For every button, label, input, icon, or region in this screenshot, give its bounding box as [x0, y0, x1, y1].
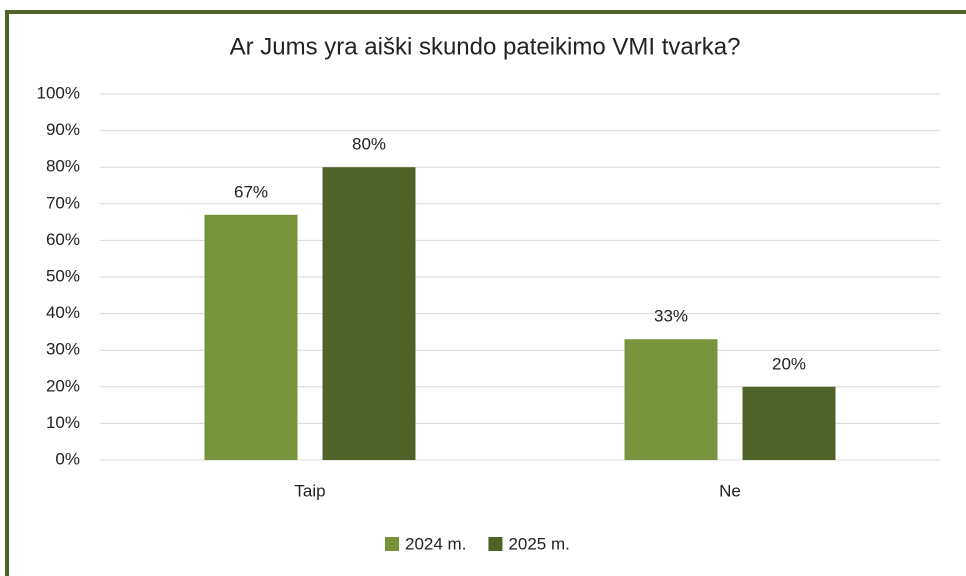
data-label: 67%: [234, 182, 268, 201]
y-tick-label: 60%: [46, 230, 80, 249]
legend-swatch: [385, 537, 399, 551]
y-tick-label: 20%: [46, 376, 80, 395]
legend-label: 2025 m.: [508, 534, 569, 553]
y-tick-label: 0%: [55, 449, 80, 468]
data-label: 20%: [772, 354, 806, 373]
y-tick-label: 70%: [46, 193, 80, 212]
y-tick-label: 100%: [37, 83, 80, 102]
x-tick-label: Ne: [719, 481, 741, 500]
bar: [322, 167, 416, 460]
y-tick-label: 90%: [46, 120, 80, 139]
chart-title: Ar Jums yra aiški skundo pateikimo VMI t…: [230, 33, 741, 60]
y-tick-label: 80%: [46, 157, 80, 176]
data-label: 80%: [352, 135, 386, 154]
x-tick-label: Taip: [294, 481, 325, 500]
y-tick-label: 40%: [46, 303, 80, 322]
y-tick-label: 10%: [46, 413, 80, 432]
bar: [742, 386, 836, 460]
bar: [624, 339, 718, 460]
bar: [204, 214, 298, 460]
legend-swatch: [488, 537, 503, 551]
chart-frame: [5, 10, 966, 576]
y-tick-label: 30%: [46, 340, 80, 359]
legend-label: 2024 m.: [405, 534, 466, 553]
data-label: 33%: [654, 307, 688, 326]
y-tick-label: 50%: [46, 266, 80, 285]
